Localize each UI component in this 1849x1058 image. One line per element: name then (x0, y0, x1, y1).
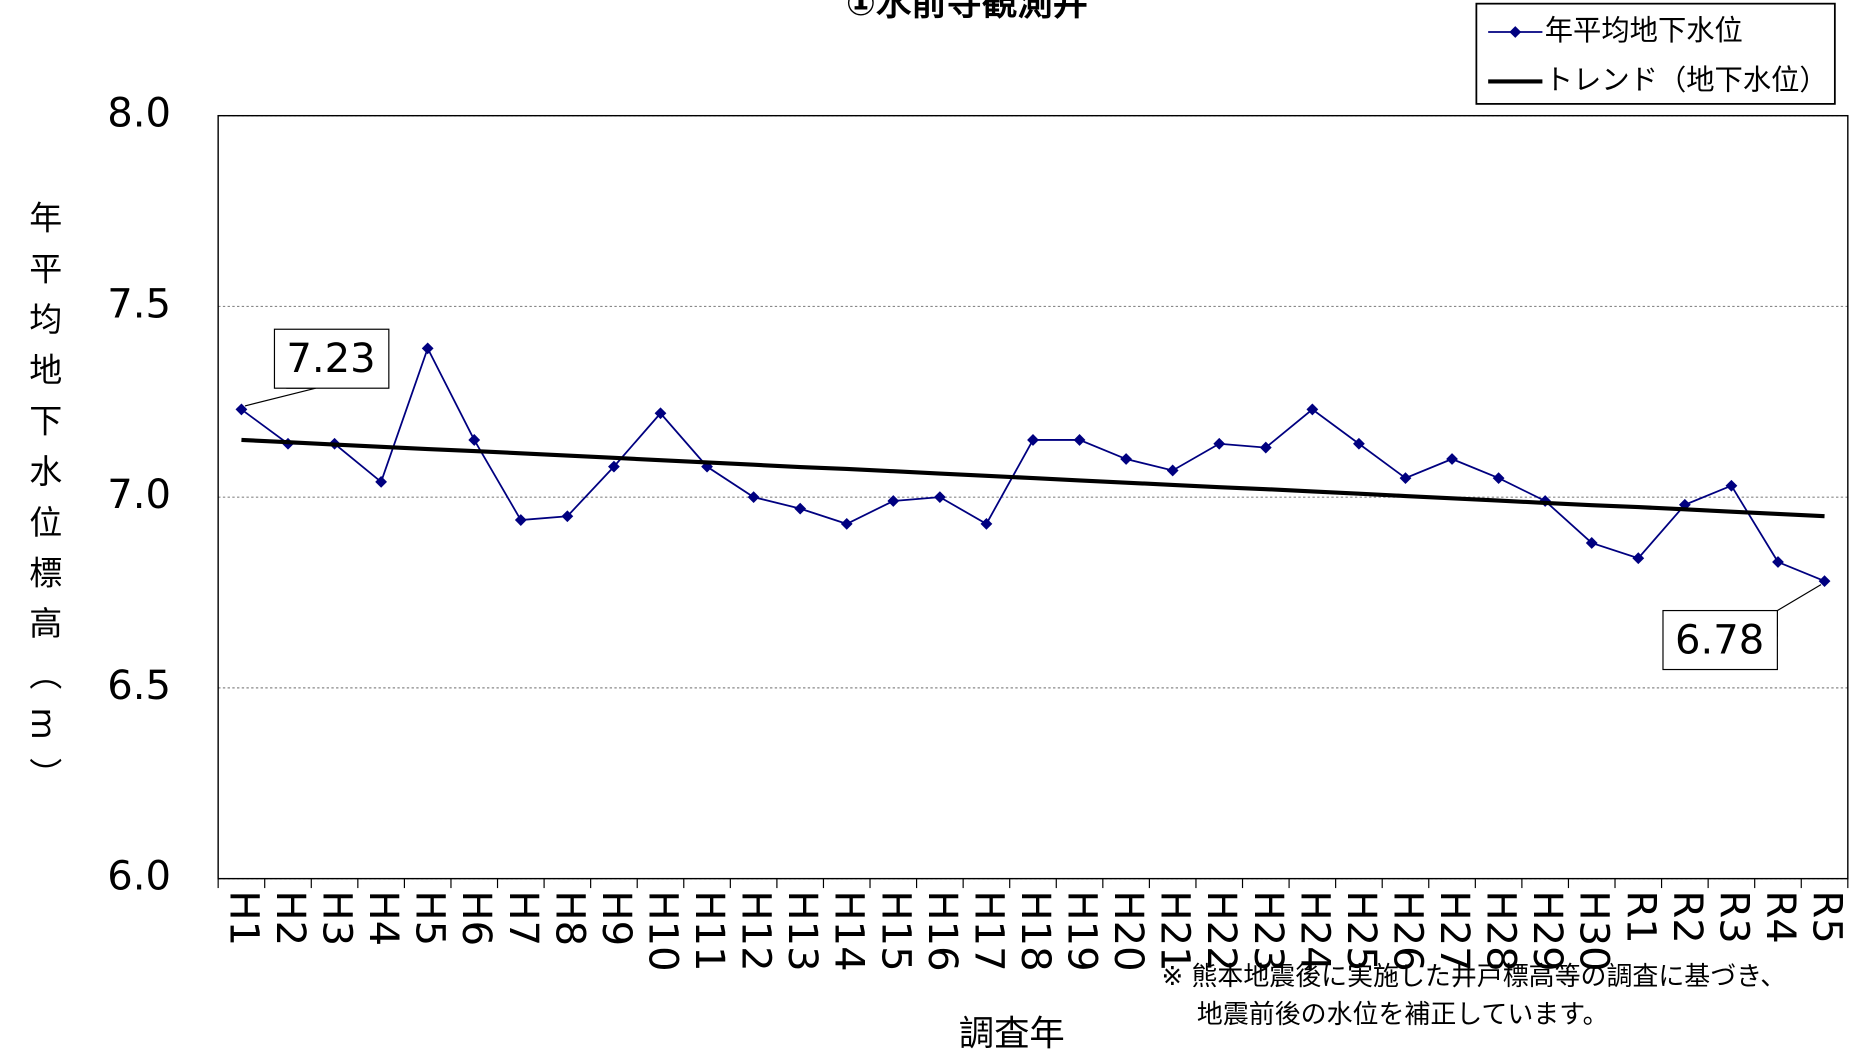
x-tick-label: H1 (220, 890, 266, 946)
x-tick-label: R5 (1804, 890, 1849, 943)
point (1772, 556, 1784, 568)
chart-title: ①水前寺観測井 (846, 0, 1088, 24)
x-tick-label: H15 (872, 890, 918, 971)
x-tick-label: H27 (1431, 890, 1477, 971)
legend-label: 年平均地下水位 (1545, 14, 1743, 47)
x-tick-label: H20 (1105, 890, 1151, 971)
point (468, 434, 481, 446)
point (1073, 434, 1086, 446)
x-tick-label: H17 (965, 890, 1011, 971)
x-tick-label: R2 (1664, 890, 1710, 943)
point (1446, 453, 1458, 465)
point (1120, 453, 1133, 465)
x-tick-label: H5 (407, 890, 453, 946)
point (794, 502, 807, 515)
x-tick-label: H3 (314, 890, 360, 946)
y-tick-label: 6.0 (107, 854, 171, 900)
point (1213, 437, 1226, 450)
y-axis-title: 年平均地下水位標高（m） (24, 201, 63, 809)
point (608, 460, 620, 473)
x-tick-label: R3 (1710, 890, 1756, 943)
x-tick-label: H6 (453, 890, 499, 946)
callout (1776, 584, 1822, 637)
x-tick-label: R4 (1757, 890, 1803, 943)
legend-label: トレンド（地下水位） (1545, 63, 1828, 96)
x-tick-label: H26 (1384, 890, 1430, 971)
point (421, 342, 434, 355)
x-tick-label: H19 (1059, 890, 1105, 971)
x-tick-label: H10 (639, 890, 685, 971)
x-tick-label: H8 (546, 890, 592, 946)
legend-box (1475, 2, 1836, 105)
point (933, 491, 946, 504)
plot-frame (217, 114, 1849, 880)
point (887, 495, 900, 507)
point (1585, 537, 1598, 549)
point (1353, 437, 1365, 450)
point (747, 491, 760, 504)
data-label: 7.23 (286, 336, 375, 382)
series-line (241, 437, 1825, 519)
point (375, 476, 388, 488)
y-tick-label: 6.5 (107, 663, 171, 709)
x-tick-label: H23 (1245, 890, 1291, 971)
x-tick-label: H22 (1198, 890, 1244, 971)
x-tick-label: R1 (1617, 890, 1663, 943)
x-tick-label: H7 (500, 890, 546, 946)
x-axis-title: 調査年 (959, 1013, 1065, 1054)
label-box (1662, 609, 1778, 671)
point (1027, 434, 1039, 446)
point (1306, 403, 1319, 416)
x-tick-label: H29 (1524, 890, 1570, 971)
data-label: 6.78 (1675, 617, 1764, 663)
point (235, 403, 248, 416)
x-tick-label: H16 (919, 890, 965, 971)
x-tick-label: H21 (1152, 890, 1198, 971)
x-tick-label: H9 (593, 890, 639, 946)
point (840, 517, 853, 530)
x-tick-label: H25 (1338, 890, 1384, 971)
x-tick-label: H11 (686, 890, 732, 971)
series-line (240, 346, 1825, 582)
y-tick-label: 7.0 (107, 472, 171, 518)
point (514, 514, 527, 526)
point (1492, 472, 1505, 484)
x-tick-label: H14 (826, 890, 872, 971)
y-tick-label: 7.5 (107, 281, 171, 327)
label-box (273, 328, 390, 389)
x-tick-label: H2 (267, 890, 313, 946)
x-tick-label: H4 (360, 890, 406, 946)
point (980, 517, 993, 530)
x-tick-label: H18 (1012, 890, 1058, 971)
point (1166, 464, 1179, 477)
x-tick-label: H24 (1291, 890, 1337, 971)
x-tick-label: H13 (779, 890, 825, 971)
note: 地震前後の水位を補正しています。 (1197, 1000, 1609, 1030)
y-tick-label: 8.0 (107, 91, 171, 137)
x-tick-label: H12 (733, 890, 779, 971)
x-tick-label: H28 (1478, 890, 1524, 971)
callout (244, 387, 316, 407)
note: ※ 熊本地震後に実施した井戸標高等の調査に基づき、 (1162, 962, 1787, 992)
point (1399, 472, 1412, 484)
point (1725, 479, 1738, 492)
x-tick-label: H30 (1571, 890, 1617, 971)
